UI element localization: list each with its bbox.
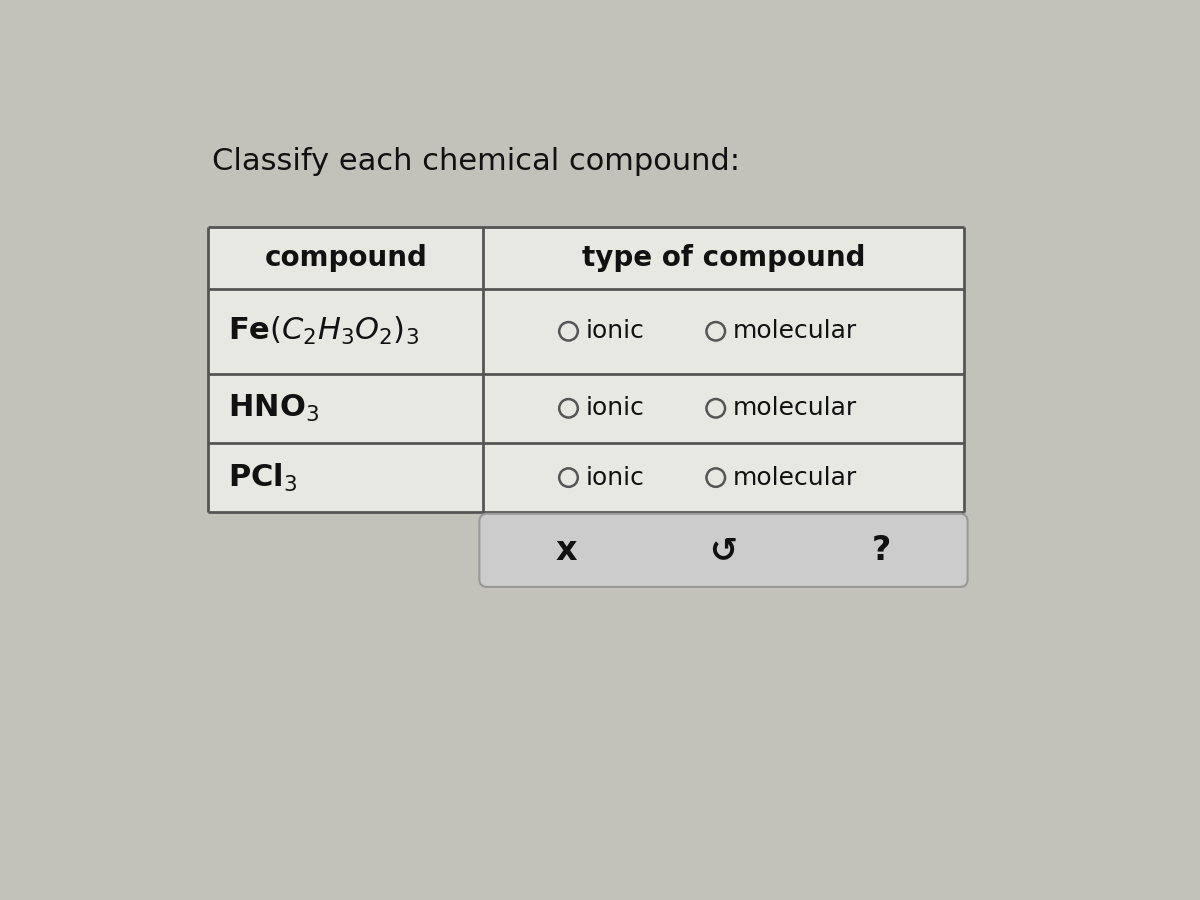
FancyBboxPatch shape xyxy=(479,514,967,587)
Text: type of compound: type of compound xyxy=(582,244,865,272)
Text: molecular: molecular xyxy=(733,320,857,343)
Text: ↺: ↺ xyxy=(709,534,738,567)
Text: molecular: molecular xyxy=(733,396,857,420)
Text: x: x xyxy=(556,534,577,567)
Bar xyxy=(208,228,964,512)
Text: Fe$(C_2H_3O_2)_3$: Fe$(C_2H_3O_2)_3$ xyxy=(228,315,419,347)
Text: compound: compound xyxy=(264,244,427,272)
Text: ?: ? xyxy=(871,534,890,567)
Text: ionic: ionic xyxy=(586,465,644,490)
Text: PCl$_3$: PCl$_3$ xyxy=(228,462,296,493)
Text: molecular: molecular xyxy=(733,465,857,490)
Text: ionic: ionic xyxy=(586,396,644,420)
Text: HNO$_3$: HNO$_3$ xyxy=(228,392,319,424)
Text: Classify each chemical compound:: Classify each chemical compound: xyxy=(212,147,740,176)
Text: ionic: ionic xyxy=(586,320,644,343)
